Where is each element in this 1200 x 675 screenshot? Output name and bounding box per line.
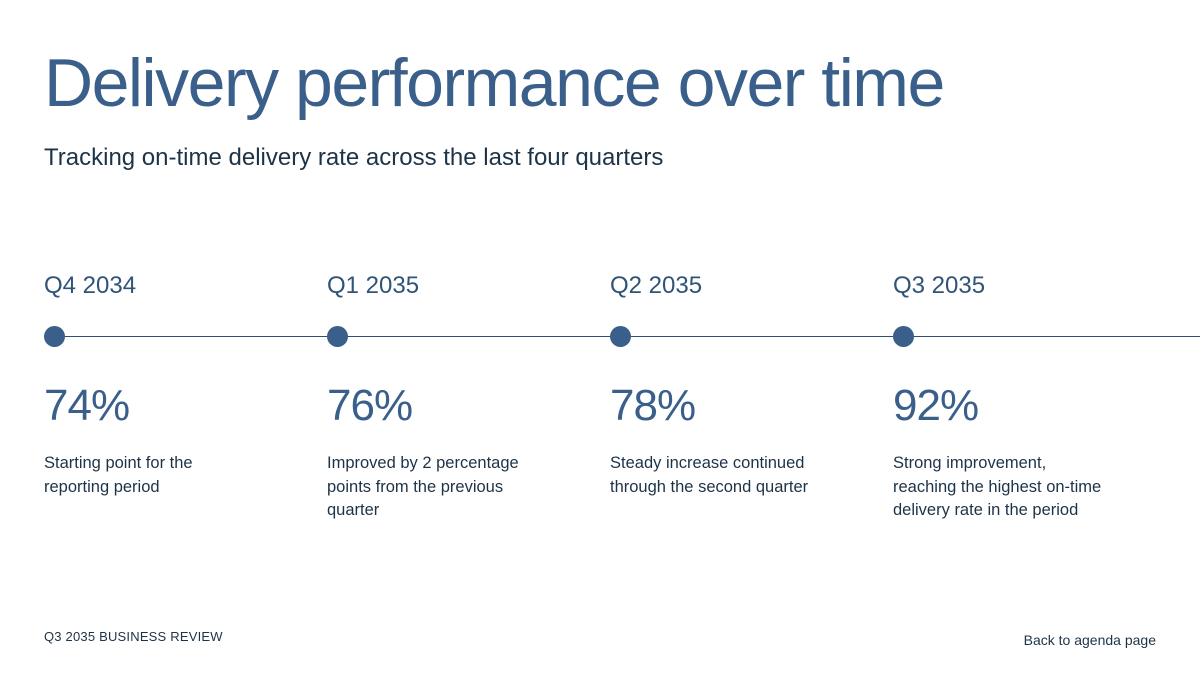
timeline-milestone: Q3 2035 92% Strong improvement, reaching… [893,270,1133,519]
milestone-quarter: Q3 2035 [893,272,986,299]
milestone-dot-icon [893,326,914,347]
page-subtitle: Tracking on-time delivery rate across th… [44,144,664,171]
milestone-dot-icon [327,326,348,347]
milestone-description: Improved by 2 percentage points from the… [327,454,519,519]
milestone-value: 92% [893,381,979,430]
milestone-value: 76% [327,381,413,430]
timeline-milestone: Q2 2035 78% Steady increase continued th… [610,270,850,496]
timeline-milestone: Q1 2035 76% Improved by 2 percentage poi… [327,270,567,519]
footer-report-label: Q3 2035 BUSINESS REVIEW [44,629,223,644]
milestone-dot-icon [44,326,65,347]
milestone-description: Starting point for the reporting period [44,454,193,496]
milestone-quarter: Q1 2035 [327,272,420,299]
milestone-quarter: Q2 2035 [610,272,703,299]
milestone-description: Strong improvement, reaching the highest… [893,454,1102,519]
milestone-description: Steady increase continued through the se… [610,454,809,496]
back-to-agenda-link[interactable]: Back to agenda page [1023,632,1156,648]
page-title: Delivery performance over time [44,45,945,121]
milestone-quarter: Q4 2034 [44,272,137,299]
milestone-value: 78% [610,381,696,430]
milestone-value: 74% [44,381,130,430]
timeline-milestone: Q4 2034 74% Starting point for the repor… [44,270,284,496]
milestone-dot-icon [610,326,631,347]
